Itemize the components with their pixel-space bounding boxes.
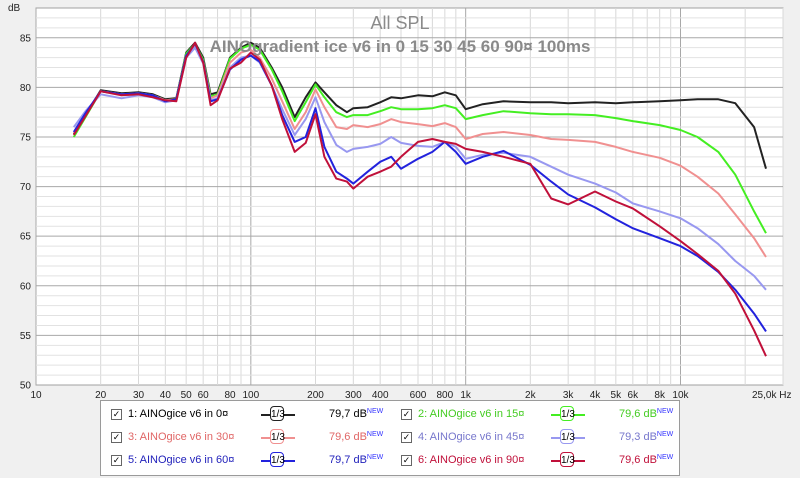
- smoothing-label: 1/3: [270, 452, 285, 467]
- x-tick-label: 5k: [611, 390, 623, 400]
- legend-label: 4: AINOgice v6 in 45¤: [418, 431, 525, 443]
- x-tick-label: 300: [345, 390, 362, 400]
- legend-item-1[interactable]: ✓ 1: AINOgice v6 in 0¤ 1/3 79,7 dBNEW: [101, 404, 391, 426]
- smoothing-button[interactable]: 1/3: [261, 429, 295, 445]
- new-badge: NEW: [656, 431, 674, 438]
- legend-level: 79,6 dBNEW: [329, 431, 383, 443]
- legend-level-value: 79,6 dB: [329, 431, 367, 443]
- x-tick-label: 40: [160, 390, 172, 400]
- legend-label: 5: AINOgice v6 in 60¤: [128, 454, 235, 466]
- legend-checkbox[interactable]: ✓: [401, 455, 412, 466]
- legend-item-3[interactable]: ✓ 3: AINOgice v6 in 30¤ 1/3 79,6 dBNEW: [101, 427, 391, 449]
- legend-item-2[interactable]: ✓ 2: AINOgice v6 in 15¤ 1/3 79,6 dBNEW: [391, 404, 681, 426]
- legend-label: 1: AINOgice v6 in 0¤: [128, 408, 229, 420]
- legend-checkbox[interactable]: ✓: [111, 455, 122, 466]
- x-tick-label: 3k: [563, 390, 575, 400]
- smoothing-button[interactable]: 1/3: [261, 452, 295, 468]
- x-tick-label: 20: [95, 390, 107, 400]
- new-badge: NEW: [366, 454, 384, 461]
- x-tick-label: 10k: [672, 390, 689, 400]
- x-tick-label: 100: [242, 390, 259, 400]
- legend-level: 79,6 dBNEW: [619, 408, 673, 420]
- smoothing-button[interactable]: 1/3: [551, 429, 585, 445]
- y-tick-label: 75: [20, 132, 32, 143]
- legend-level: 79,7 dBNEW: [329, 408, 383, 420]
- legend-item-5[interactable]: ✓ 5: AINOgice v6 in 60¤ 1/3 79,7 dBNEW: [101, 450, 391, 472]
- smoothing-button[interactable]: 1/3: [551, 406, 585, 422]
- y-tick-label: 80: [20, 83, 32, 94]
- x-tick-label: 200: [307, 390, 324, 400]
- series-line-6: [72, 41, 767, 357]
- new-badge: NEW: [656, 454, 674, 461]
- y-tick-label: 85: [20, 33, 32, 44]
- x-tick-label: 800: [437, 390, 454, 400]
- y-tick-label: 50: [20, 381, 32, 392]
- x-tick-label: 10: [30, 390, 42, 400]
- spl-chart: 10 20 30 40 50 60 80 100 200 300 400 600 800 1k 2k 3k 4k…: [8, 3, 792, 400]
- legend-level: 79,7 dBNEW: [329, 454, 383, 466]
- legend-checkbox[interactable]: ✓: [401, 432, 412, 443]
- smoothing-label: 1/3: [560, 429, 575, 444]
- y-axis-unit: dB: [8, 3, 21, 14]
- legend-checkbox[interactable]: ✓: [111, 432, 122, 443]
- new-badge: NEW: [366, 408, 384, 415]
- y-tick-label: 70: [20, 182, 32, 193]
- x-tick-label: 600: [410, 390, 427, 400]
- x-tick-label: 50: [181, 390, 193, 400]
- legend-label: 3: AINOgice v6 in 30¤: [128, 431, 235, 443]
- smoothing-label: 1/3: [560, 406, 575, 421]
- x-tick-label: 4k: [590, 390, 602, 400]
- legend-checkbox[interactable]: ✓: [111, 409, 122, 420]
- legend-label: 6: AINOgice v6 in 90¤: [418, 454, 525, 466]
- x-tick-label: 1k: [460, 390, 472, 400]
- legend-item-6[interactable]: ✓ 6: AINOgice v6 in 90¤ 1/3 79,6 dBNEW: [391, 450, 681, 472]
- legend: ✓ 1: AINOgice v6 in 0¤ 1/3 79,7 dBNEW ✓ 2: AI…: [100, 400, 680, 476]
- legend-level: 79,3 dBNEW: [619, 431, 673, 443]
- y-tick-label: 65: [20, 232, 32, 243]
- smoothing-label: 1/3: [560, 452, 575, 467]
- x-tick-label: 2k: [525, 390, 537, 400]
- new-badge: NEW: [656, 408, 674, 415]
- smoothing-label: 1/3: [270, 429, 285, 444]
- legend-item-4[interactable]: ✓ 4: AINOgice v6 in 45¤ 1/3 79,3 dBNEW: [391, 427, 681, 449]
- new-badge: NEW: [366, 431, 384, 438]
- smoothing-button[interactable]: 1/3: [551, 452, 585, 468]
- legend-level-value: 79,7 dB: [329, 408, 367, 420]
- legend-label: 2: AINOgice v6 in 15¤: [418, 408, 525, 420]
- y-tick-label: 55: [20, 331, 32, 342]
- smoothing-label: 1/3: [270, 406, 285, 421]
- chart-title: All SPL: [370, 13, 429, 33]
- legend-level-value: 79,6 dB: [619, 408, 657, 420]
- legend-level-value: 79,3 dB: [619, 431, 657, 443]
- y-tick-label: 60: [20, 281, 32, 292]
- x-tick-label: 80: [224, 390, 236, 400]
- x-tick-label: 8k: [654, 390, 666, 400]
- x-tick-label: 25,0k Hz: [752, 390, 791, 400]
- x-tick-label: 30: [133, 390, 145, 400]
- x-tick-label: 60: [198, 390, 210, 400]
- legend-level: 79,6 dBNEW: [619, 454, 673, 466]
- x-tick-label: 6k: [628, 390, 640, 400]
- smoothing-button[interactable]: 1/3: [261, 406, 295, 422]
- x-tick-label: 400: [372, 390, 389, 400]
- legend-level-value: 79,6 dB: [619, 454, 657, 466]
- legend-level-value: 79,7 dB: [329, 454, 367, 466]
- legend-checkbox[interactable]: ✓: [401, 409, 412, 420]
- chart-subtitle: AINOgradient ice v6 in 0 15 30 45 60 90¤…: [210, 37, 591, 56]
